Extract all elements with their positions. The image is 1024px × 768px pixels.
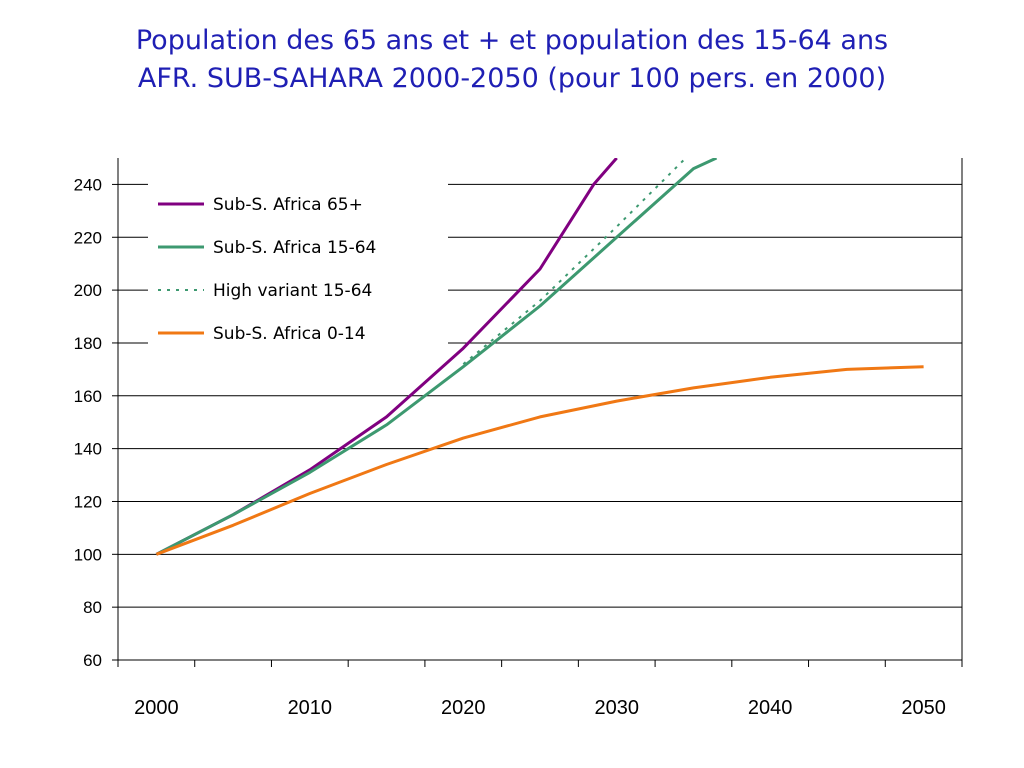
- ytick-label-140: 140: [74, 440, 102, 459]
- xtick-label-2000: 2000: [134, 697, 179, 719]
- series-line-high: [462, 158, 687, 365]
- series-lines: [155, 158, 924, 556]
- xtick-label-2040: 2040: [748, 697, 793, 719]
- title-line-1: Population des 65 ans et + et population…: [135, 25, 889, 56]
- xtick-label-2020: 2020: [441, 697, 486, 719]
- xtick-label-2050: 2050: [901, 697, 946, 719]
- legend-label-high: High variant 15-64: [213, 281, 372, 301]
- title-line-2: AFR. SUB-SAHARA 2000-2050 (pour 100 pers…: [137, 63, 887, 94]
- ytick-label-120: 120: [74, 492, 102, 511]
- legend-label-s014: Sub-S. Africa 0-14: [213, 324, 366, 344]
- ytick-label-180: 180: [74, 334, 102, 353]
- legend-label-s1564: Sub-S. Africa 15-64: [213, 238, 376, 258]
- ytick-label-100: 100: [74, 545, 102, 564]
- series-line-s014: [155, 365, 924, 556]
- ytick-label-220: 220: [74, 228, 102, 247]
- legend: Sub-S. Africa 65+ Sub-S. Africa 15-64 High…: [148, 182, 448, 350]
- ytick-label-160: 160: [74, 387, 102, 406]
- axes: 60 80 100 120 140 160 180 200 220 240 2000 2010 2020…: [74, 158, 963, 719]
- ytick-label-80: 80: [83, 598, 102, 617]
- ytick-label-240: 240: [74, 175, 102, 194]
- series-line-s1564: [155, 158, 718, 556]
- xtick-label-2030: 2030: [594, 697, 639, 719]
- ytick-label-200: 200: [74, 281, 102, 300]
- legend-label-s65: Sub-S. Africa 65+: [213, 195, 363, 215]
- chart-title: Population des 65 ans et + et population…: [0, 22, 1024, 98]
- legend-box: [148, 182, 448, 350]
- ytick-label-60: 60: [83, 651, 102, 670]
- xtick-label-2010: 2010: [288, 697, 333, 719]
